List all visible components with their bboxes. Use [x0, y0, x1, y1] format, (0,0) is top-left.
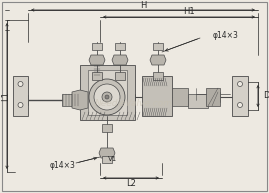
Bar: [88, 70, 127, 115]
Circle shape: [18, 102, 23, 108]
Bar: [153, 72, 163, 80]
Bar: [188, 94, 208, 108]
Text: φ14×3: φ14×3: [49, 161, 75, 169]
Text: H: H: [140, 1, 146, 9]
Text: φ14×3: φ14×3: [213, 30, 239, 40]
Polygon shape: [112, 55, 128, 65]
Text: L2: L2: [126, 179, 136, 188]
Bar: [102, 156, 112, 163]
Bar: [92, 43, 102, 50]
Polygon shape: [89, 55, 105, 65]
Text: H1: H1: [183, 8, 195, 16]
Bar: [80, 65, 135, 120]
Circle shape: [89, 79, 125, 115]
Bar: [232, 76, 248, 116]
Bar: [142, 76, 172, 116]
Circle shape: [18, 81, 23, 86]
Bar: [13, 76, 28, 116]
Text: L1: L1: [2, 91, 10, 101]
Polygon shape: [150, 55, 166, 65]
Polygon shape: [72, 90, 88, 110]
Bar: [115, 43, 125, 50]
Circle shape: [238, 102, 242, 108]
Text: D0: D0: [263, 91, 269, 101]
Circle shape: [102, 92, 112, 102]
Text: NeedleValve.com: NeedleValve.com: [95, 98, 173, 108]
Bar: [172, 88, 188, 106]
Bar: [153, 43, 163, 50]
Bar: [92, 72, 102, 80]
Bar: [206, 88, 220, 106]
Bar: [102, 124, 112, 132]
Circle shape: [94, 84, 120, 110]
Bar: [62, 94, 80, 106]
Circle shape: [105, 95, 109, 99]
Bar: [115, 72, 125, 80]
Circle shape: [238, 81, 242, 86]
Polygon shape: [99, 148, 115, 158]
Text: V1: V1: [108, 156, 117, 162]
